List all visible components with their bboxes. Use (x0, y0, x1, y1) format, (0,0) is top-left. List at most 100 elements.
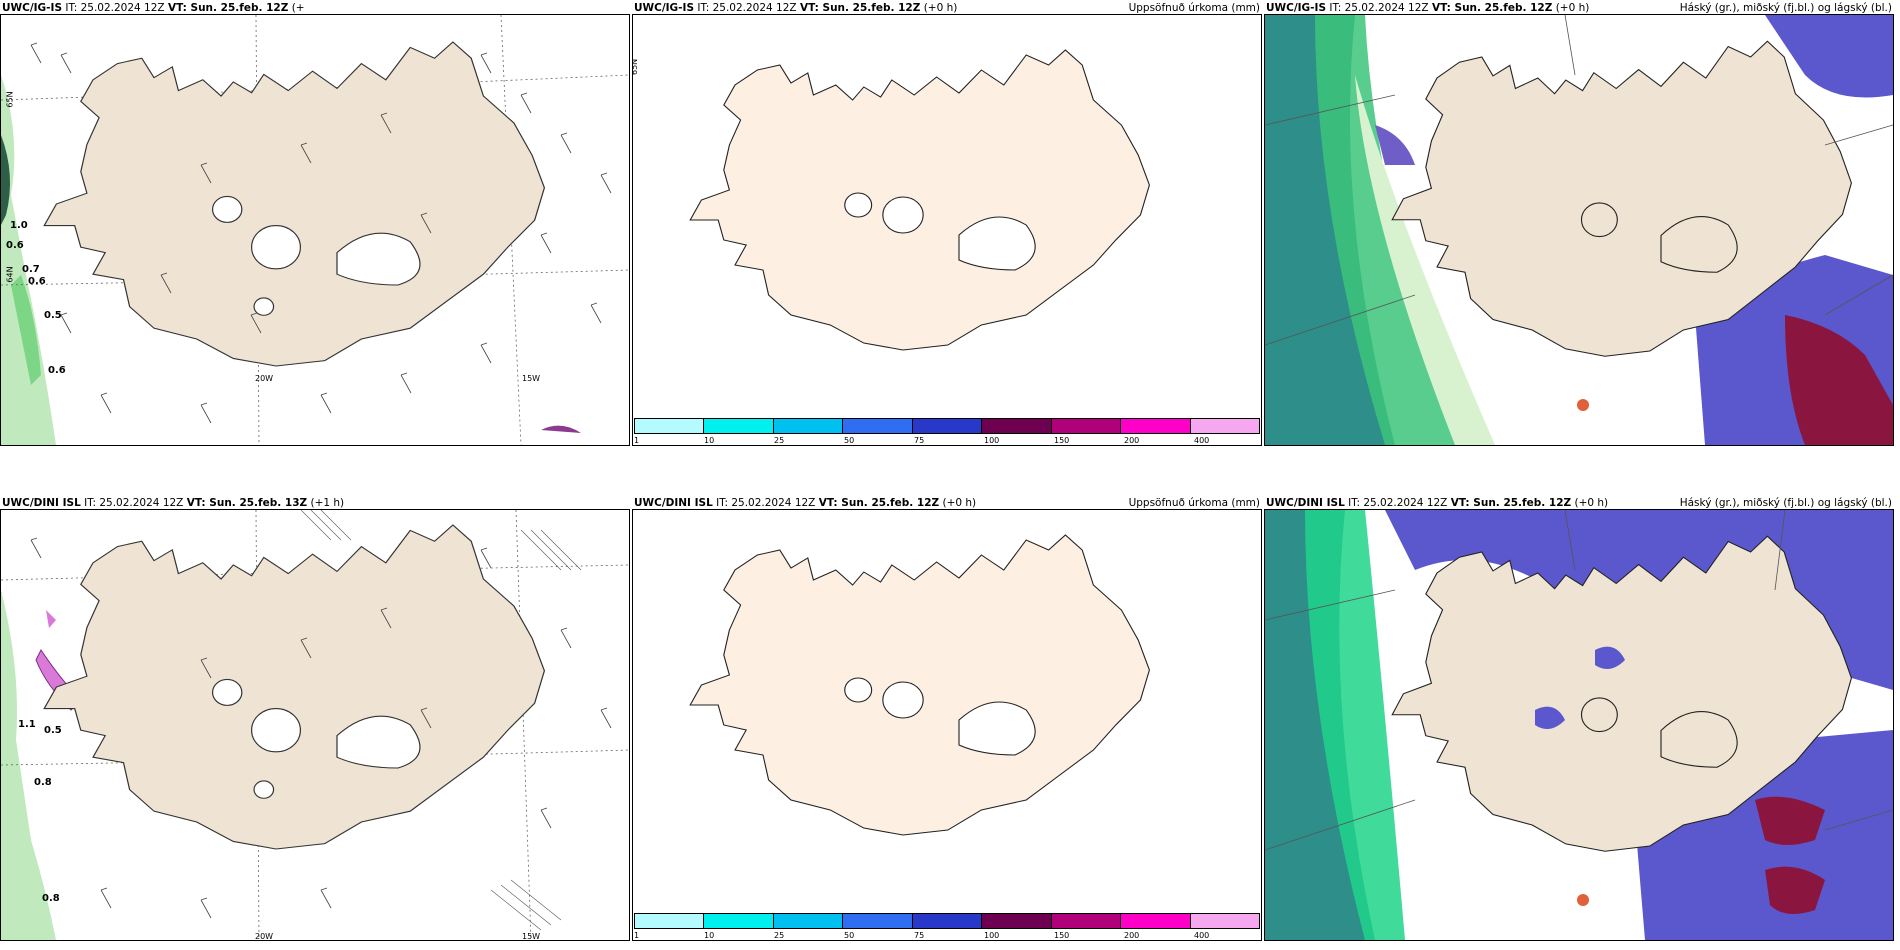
valid-time: VT: Sun. 25.feb. 12Z (167, 2, 289, 14)
svg-text:65N: 65N (633, 59, 639, 75)
value-label: 0.5 (44, 725, 62, 736)
value-label: 1.1 (18, 719, 36, 730)
colorbar-swatch (1051, 914, 1122, 928)
colorbar-label: 1 (634, 436, 640, 445)
value-label: 0.7 (22, 264, 40, 275)
colorbar-label: 150 (1054, 931, 1070, 940)
value-label: 1.0 (10, 220, 28, 231)
colorbar-label: 75 (914, 931, 925, 940)
precip-map (689, 534, 1150, 836)
colorbar-label: 400 (1194, 931, 1210, 940)
colorbar-swatch (704, 419, 774, 433)
panel-cloud-bottom: UWC/DINI ISL IT: 25.02.2024 12Z VT: Sun.… (1264, 495, 1896, 943)
colorbar-swatch (843, 914, 913, 928)
precip-map: 65N (633, 49, 1150, 351)
colorbar-swatch (912, 914, 983, 928)
forecast-step: (+0 h) (942, 497, 977, 509)
model-name: UWC/DINI ISL (2, 497, 81, 509)
colorbar-label: 150 (1054, 436, 1070, 445)
init-time: IT: 25.02.2024 12Z (1329, 2, 1429, 14)
field-title: Uppsöfnuð úrkoma (mm) (1128, 497, 1260, 509)
valid-time: VT: Sun. 25.feb. 12Z (1450, 497, 1572, 509)
panel-precip-top: UWC/IG-IS IT: 25.02.2024 12Z VT: Sun. 25… (632, 0, 1264, 448)
value-label: 0.6 (6, 240, 24, 251)
colorbar-swatch (635, 914, 705, 928)
panel-header: UWC/DINI ISL IT: 25.02.2024 12Z VT: Sun.… (1266, 497, 1608, 509)
colorbar-label: 200 (1124, 931, 1140, 940)
cloud-map (1265, 510, 1893, 940)
lon-label: 20W (255, 374, 274, 383)
lat-label: 65N (5, 91, 15, 108)
model-name: UWC/IG-IS (1266, 2, 1327, 14)
colorbar-swatch (912, 419, 983, 433)
colorbar-swatch (1121, 914, 1191, 928)
field-title: Háský (gr.), miðský (fj.bl.) og lágský (… (1679, 497, 1892, 509)
valid-time: VT: Sun. 25.feb. 12Z (818, 497, 940, 509)
init-time: IT: 25.02.2024 12Z (1348, 497, 1448, 509)
colorbar-label: 10 (704, 436, 715, 445)
colorbar-label: 75 (914, 436, 925, 445)
colorbar-swatch (1121, 419, 1191, 433)
colorbar-swatch (1190, 914, 1259, 928)
forecast-step: (+0 h) (1574, 497, 1609, 509)
value-label: 0.8 (42, 893, 60, 904)
colorbar-label: 100 (984, 436, 1000, 445)
colorbar-swatch (843, 419, 913, 433)
panel-header: UWC/IG-IS IT: 25.02.2024 12Z VT: Sun. 25… (1266, 2, 1589, 14)
forecast-step: (+1 h) (310, 497, 345, 509)
colorbar (634, 418, 1260, 434)
panel-cloud-top: UWC/IG-IS IT: 25.02.2024 12Z VT: Sun. 25… (1264, 0, 1896, 448)
wind-map (1, 510, 629, 940)
lon-label: 20W (255, 932, 274, 941)
cloud-map (1265, 15, 1893, 445)
colorbar-label: 400 (1194, 436, 1210, 445)
colorbar-label: 50 (844, 436, 855, 445)
value-label: 0.8 (34, 777, 52, 788)
valid-time: VT: Sun. 25.feb. 12Z (799, 2, 921, 14)
lat-label: 64N (5, 266, 15, 283)
colorbar-labels: 1 10 25 50 75 100 150 200 400 (634, 436, 1260, 446)
panel-header: UWC/IG-IS IT: 25.02.2024 12Z VT: Sun. 25… (634, 2, 957, 14)
panel-header: UWC/DINI ISL IT: 25.02.2024 12Z VT: Sun.… (634, 497, 976, 509)
init-time: IT: 25.02.2024 12Z (65, 2, 165, 14)
init-time: IT: 25.02.2024 12Z (697, 2, 797, 14)
value-label: 0.5 (44, 310, 62, 321)
colorbar-label: 1 (634, 931, 640, 940)
colorbar-label: 25 (774, 931, 785, 940)
colorbar-swatch (1051, 419, 1122, 433)
model-name: UWC/IG-IS (2, 2, 63, 14)
field-title: Háský (gr.), miðský (fj.bl.) og lágský (… (1679, 2, 1892, 14)
colorbar-label: 200 (1124, 436, 1140, 445)
colorbar-labels: 1 10 25 50 75 100 150 200 400 (634, 931, 1260, 941)
lon-label: 15W (522, 932, 541, 941)
colorbar-swatch (982, 914, 1052, 928)
wind-map (1, 15, 629, 445)
panel-wind-top: UWC/IG-IS IT: 25.02.2024 12Z VT: Sun. 25… (0, 0, 632, 448)
valid-time: VT: Sun. 25.feb. 12Z (1431, 2, 1553, 14)
lon-label: 15W (522, 374, 541, 383)
forecast-step: (+ (291, 2, 305, 14)
colorbar-label: 100 (984, 931, 1000, 940)
colorbar-label: 10 (704, 931, 715, 940)
panel-header: UWC/DINI ISL IT: 25.02.2024 12Z VT: Sun.… (2, 497, 344, 509)
panel-wind-bottom: UWC/DINI ISL IT: 25.02.2024 12Z VT: Sun.… (0, 495, 632, 943)
panel-header: UWC/IG-IS IT: 25.02.2024 12Z VT: Sun. 25… (2, 2, 305, 26)
forecast-step: (+0 h) (923, 2, 958, 14)
forecast-step: (+0 h) (1555, 2, 1590, 14)
colorbar-swatch (773, 419, 844, 433)
colorbar-swatch (704, 914, 774, 928)
colorbar-swatch (635, 419, 705, 433)
colorbar (634, 913, 1260, 929)
colorbar-label: 25 (774, 436, 785, 445)
field-title: Uppsöfnuð úrkoma (mm) (1128, 2, 1260, 14)
panel-precip-bottom: UWC/DINI ISL IT: 25.02.2024 12Z VT: Sun.… (632, 495, 1264, 943)
model-name: UWC/IG-IS (634, 2, 695, 14)
value-label: 0.6 (48, 365, 66, 376)
model-name: UWC/DINI ISL (1266, 497, 1345, 509)
valid-time: VT: Sun. 25.feb. 13Z (186, 497, 308, 509)
init-time: IT: 25.02.2024 12Z (84, 497, 184, 509)
init-time: IT: 25.02.2024 12Z (716, 497, 816, 509)
model-name: UWC/DINI ISL (634, 497, 713, 509)
colorbar-swatch (773, 914, 844, 928)
colorbar-swatch (1190, 419, 1259, 433)
